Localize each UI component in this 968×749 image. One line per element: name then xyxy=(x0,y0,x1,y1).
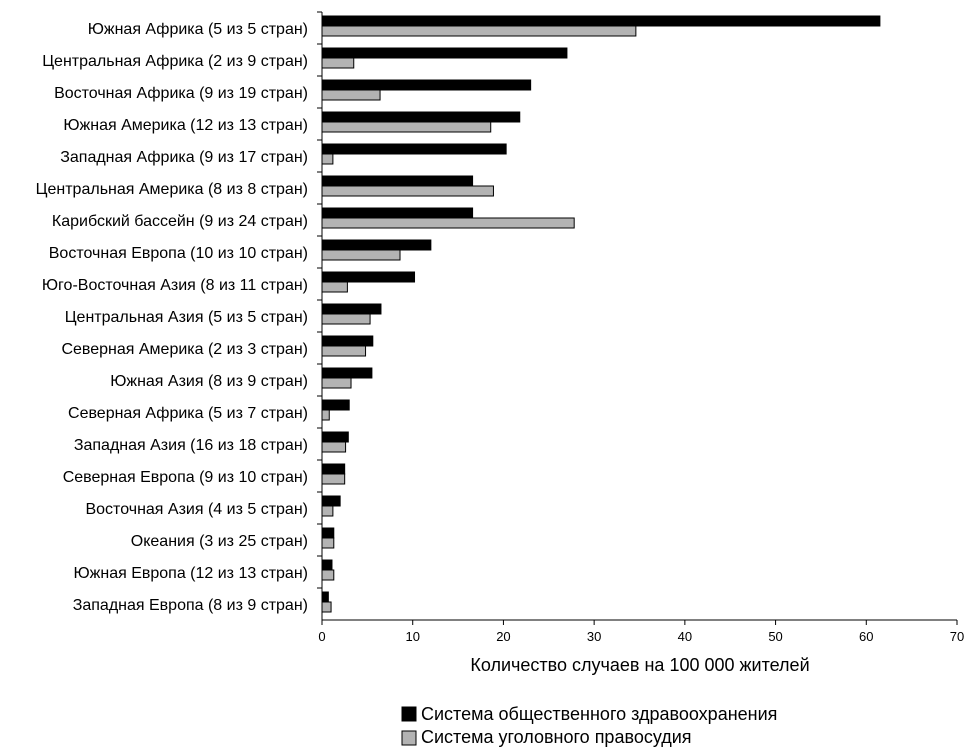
category-label: Западная Африка (9 из 17 стран) xyxy=(60,149,308,166)
x-tick-label: 50 xyxy=(768,629,782,644)
bar-health xyxy=(321,239,432,251)
bar-health xyxy=(321,527,335,539)
bar-justice xyxy=(321,121,492,133)
category-label: Северная Африка (5 из 7 стран) xyxy=(68,405,308,422)
bar-justice xyxy=(321,281,348,293)
category-label: Восточная Европа (10 из 10 стран) xyxy=(49,245,308,262)
bar-health xyxy=(321,335,374,347)
bar-health xyxy=(321,15,881,27)
category-label: Океания (3 из 25 стран) xyxy=(131,533,308,550)
bar-health xyxy=(321,399,350,411)
bar-health xyxy=(321,175,474,187)
bar-health xyxy=(321,303,382,315)
legend-swatch-health xyxy=(401,706,417,722)
bar-justice xyxy=(321,473,346,485)
legend-swatch-justice xyxy=(401,730,417,746)
category-label: Центральная Азия (5 из 5 стран) xyxy=(65,309,308,326)
bar-justice xyxy=(321,345,367,357)
bar-justice xyxy=(321,601,332,613)
bar-health xyxy=(321,79,532,91)
category-label: Северная Европа (9 из 10 стран) xyxy=(63,469,308,486)
bar-justice xyxy=(321,569,335,581)
bar-justice xyxy=(321,313,371,325)
category-label: Южная Европа (12 из 13 стран) xyxy=(73,565,308,582)
category-label: Центральная Африка (2 из 9 стран) xyxy=(42,53,308,70)
x-tick-label: 30 xyxy=(587,629,601,644)
x-tick-label: 70 xyxy=(950,629,964,644)
bar-health xyxy=(321,367,373,379)
category-label: Юго-Восточная Азия (8 из 11 стран) xyxy=(42,277,308,294)
x-axis-title: Количество случаев на 100 000 жителей xyxy=(470,655,809,675)
bar-justice xyxy=(321,537,335,549)
bar-justice xyxy=(321,249,401,261)
bar-health xyxy=(321,591,329,603)
category-label: Центральная Америка (8 из 8 стран) xyxy=(36,181,308,198)
bar-justice xyxy=(321,505,334,517)
bar-justice xyxy=(321,441,347,453)
bar-health xyxy=(321,559,333,571)
bar-health xyxy=(321,463,346,475)
bar-health xyxy=(321,207,474,219)
legend-label-health: Система общественного здравоохранения xyxy=(421,704,777,724)
bar-health xyxy=(321,271,416,283)
bar-health xyxy=(321,495,341,507)
legend: Система общественного здравоохранения Си… xyxy=(401,704,777,747)
bar-justice xyxy=(321,89,381,101)
bar-justice xyxy=(321,153,334,165)
category-labels: Южная Африка (5 из 5 стран) Центральная А… xyxy=(36,11,322,614)
category-label: Западная Азия (16 из 18 стран) xyxy=(74,437,308,454)
category-label: Северная Америка (2 из 3 стран) xyxy=(61,341,308,358)
x-tick-label: 10 xyxy=(405,629,419,644)
x-tick-label: 40 xyxy=(678,629,692,644)
bar-justice xyxy=(321,409,330,421)
bar-justice xyxy=(321,377,352,389)
bar-justice xyxy=(321,57,355,69)
category-label: Карибский бассейн (9 из 24 стран) xyxy=(52,213,308,230)
category-label: Западная Европа (8 из 9 стран) xyxy=(73,597,308,614)
category-label: Южная Америка (12 из 13 стран) xyxy=(63,117,308,134)
bar-health xyxy=(321,47,568,59)
bar-health xyxy=(321,143,507,155)
category-label: Восточная Азия (4 из 5 стран) xyxy=(85,501,308,518)
bar-health xyxy=(321,111,521,123)
bars-group xyxy=(321,15,881,613)
x-axis-ticks: 0 10 20 30 40 50 60 70 xyxy=(318,620,964,644)
x-tick-label: 60 xyxy=(859,629,873,644)
category-label: Южная Африка (5 из 5 стран) xyxy=(88,21,308,38)
bar-justice xyxy=(321,185,494,197)
bar-justice xyxy=(321,25,637,37)
x-tick-label: 0 xyxy=(318,629,325,644)
category-label: Восточная Африка (9 из 19 стран) xyxy=(54,85,308,102)
legend-label-justice: Система уголовного правосудия xyxy=(421,727,692,747)
bar-justice xyxy=(321,217,575,229)
category-label: Южная Азия (8 из 9 стран) xyxy=(110,373,308,390)
x-tick-label: 20 xyxy=(496,629,510,644)
bar-health xyxy=(321,431,349,443)
